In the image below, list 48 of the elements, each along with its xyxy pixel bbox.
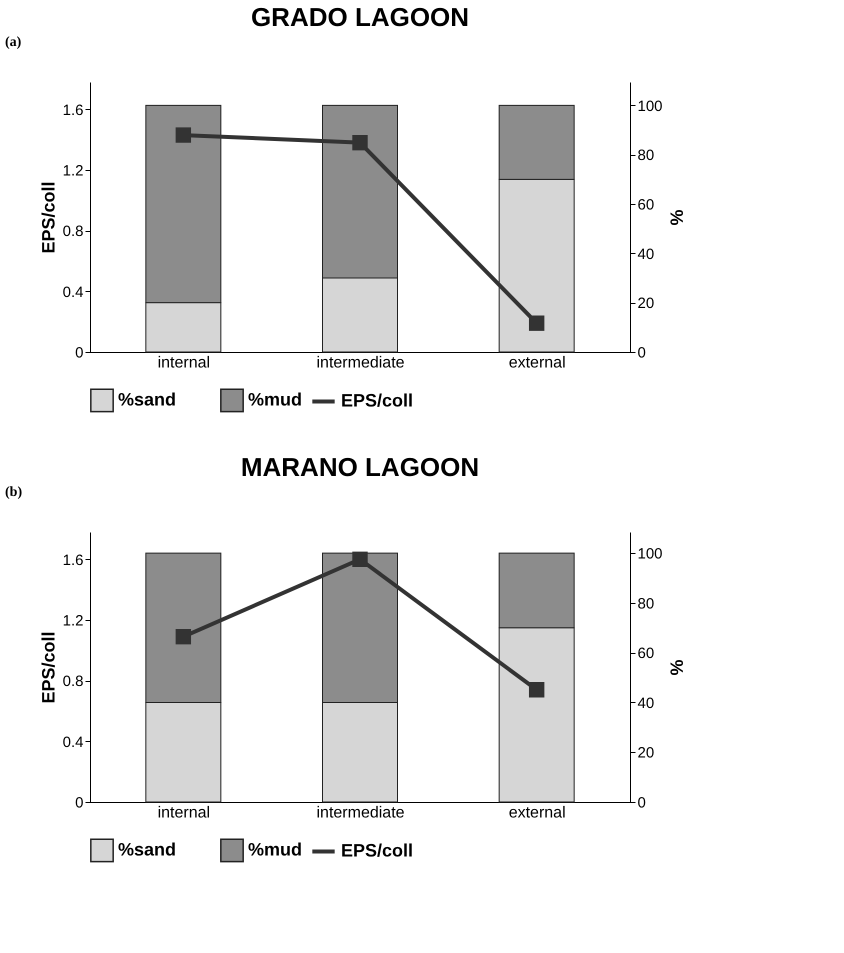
y2-tick-label: 100 bbox=[638, 546, 663, 563]
point bbox=[176, 127, 192, 143]
y-tick-label: 1.6 bbox=[62, 552, 84, 569]
point bbox=[528, 315, 544, 331]
y-tick-label: 1.2 bbox=[62, 612, 84, 630]
y2-tick-label: 0 bbox=[638, 794, 646, 812]
text: (b) bbox=[5, 485, 22, 500]
text: (a) bbox=[5, 35, 22, 50]
y2-tick-label: 100 bbox=[638, 98, 663, 115]
legend-label: %mud bbox=[248, 389, 302, 410]
y2-tick-label: 80 bbox=[638, 595, 654, 612]
y-tick-label: 0 bbox=[75, 344, 84, 362]
y2-tick-label: 60 bbox=[638, 645, 654, 662]
y2-tick-label: 20 bbox=[638, 295, 654, 312]
y2-tick-label: 0 bbox=[638, 344, 646, 362]
legend-label: EPS/coll bbox=[341, 390, 414, 410]
y-tick-label: 0.4 bbox=[62, 284, 84, 301]
legend-label: %sand bbox=[118, 839, 176, 860]
legend-label: %mud bbox=[248, 839, 302, 860]
legend-label: EPS/coll bbox=[341, 840, 414, 860]
y2-tick-label: 40 bbox=[638, 694, 654, 712]
y-axis-title: EPS/coll bbox=[38, 631, 59, 704]
y-tick-label: 0.4 bbox=[62, 734, 84, 751]
chart-title: MARANO LAGOON bbox=[240, 452, 480, 482]
y2-tick-label: 20 bbox=[638, 744, 654, 762]
x-tick-label: intermediate bbox=[316, 354, 405, 372]
y-tick-label: 0.8 bbox=[62, 673, 84, 690]
y-tick-label: 0.8 bbox=[62, 223, 84, 240]
point bbox=[352, 552, 368, 568]
x-tick-label: internal bbox=[158, 354, 210, 372]
y2-tick-label: 80 bbox=[638, 147, 654, 164]
point bbox=[528, 682, 544, 698]
x-tick-label: intermediate bbox=[316, 804, 405, 822]
legend-label: %sand bbox=[118, 389, 176, 410]
y-tick-label: 1.2 bbox=[62, 162, 84, 180]
chart-title: GRADO LAGOON bbox=[250, 2, 470, 32]
y2-tick-label: 40 bbox=[638, 246, 654, 263]
point bbox=[176, 628, 192, 644]
x-tick-label: external bbox=[508, 804, 566, 822]
y-tick-label: 1.6 bbox=[62, 102, 84, 119]
y-tick-label: 0 bbox=[75, 794, 84, 812]
x-tick-label: internal bbox=[158, 804, 210, 822]
y2-tick-label: 60 bbox=[638, 196, 654, 214]
x-tick-label: external bbox=[508, 354, 566, 372]
point bbox=[352, 134, 368, 150]
y2-axis-title: % bbox=[666, 209, 687, 226]
y-axis-title: EPS/coll bbox=[38, 181, 59, 254]
y2-axis-title: % bbox=[666, 659, 687, 676]
